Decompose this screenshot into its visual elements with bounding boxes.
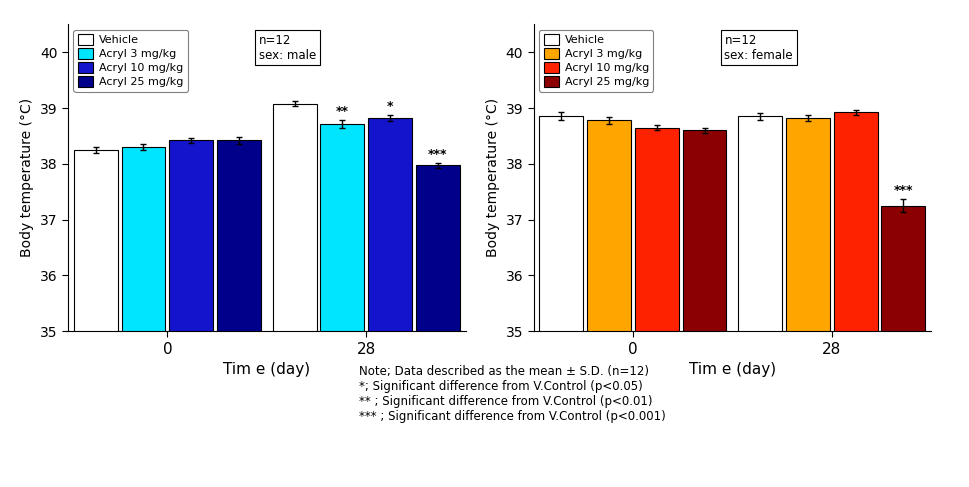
Legend: Vehicle, Acryl 3 mg/kg, Acryl 10 mg/kg, Acryl 25 mg/kg: Vehicle, Acryl 3 mg/kg, Acryl 10 mg/kg, … [74, 30, 188, 92]
Bar [539, 116, 582, 331]
Bar [320, 124, 364, 331]
Bar [682, 131, 726, 331]
Text: **: ** [335, 105, 349, 117]
Bar [169, 140, 213, 331]
Bar [832, 112, 877, 331]
Bar [121, 147, 166, 331]
Text: *: * [387, 100, 392, 113]
Bar [737, 116, 781, 331]
Text: ***: *** [892, 184, 912, 197]
X-axis label: Tim e (day): Tim e (day) [688, 362, 775, 377]
Bar [586, 120, 631, 331]
Text: n=12
sex: female: n=12 sex: female [724, 34, 793, 61]
Bar [74, 150, 117, 331]
Y-axis label: Body temperature (°C): Body temperature (°C) [20, 98, 34, 257]
Bar [634, 128, 678, 331]
Legend: Vehicle, Acryl 3 mg/kg, Acryl 10 mg/kg, Acryl 25 mg/kg: Vehicle, Acryl 3 mg/kg, Acryl 10 mg/kg, … [539, 30, 653, 92]
Text: n=12
sex: male: n=12 sex: male [259, 34, 316, 61]
Text: ***: *** [427, 148, 447, 161]
Bar [785, 118, 829, 331]
Y-axis label: Body temperature (°C): Body temperature (°C) [485, 98, 499, 257]
Bar [416, 166, 459, 331]
Bar [272, 104, 316, 331]
Bar [367, 118, 412, 331]
Bar [217, 140, 261, 331]
Text: Note; Data described as the mean ± S.D. (n=12)
*; Significant difference from V.: Note; Data described as the mean ± S.D. … [359, 365, 665, 423]
X-axis label: Tim e (day): Tim e (day) [223, 362, 310, 377]
Bar [881, 206, 924, 331]
